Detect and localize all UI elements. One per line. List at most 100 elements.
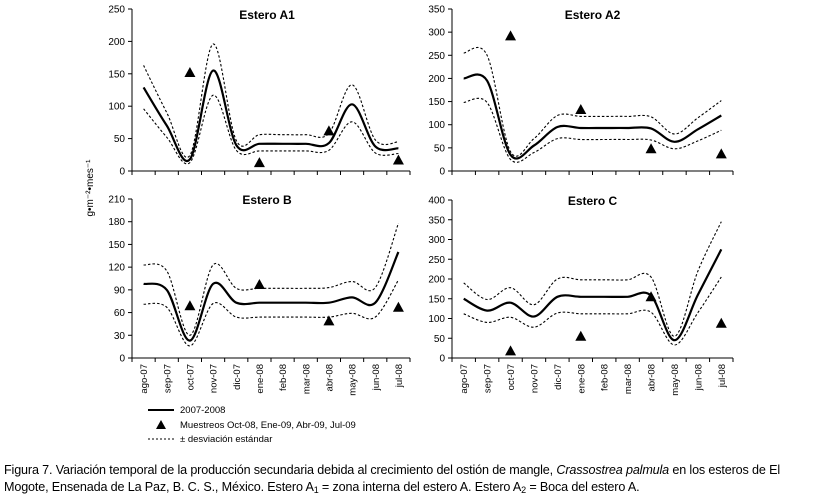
series-line-upper-sd: [463, 221, 722, 337]
x-tick-label: feb-08: [278, 364, 289, 391]
sample-marker: [715, 317, 727, 328]
sample-marker: [645, 291, 657, 302]
sample-marker: [184, 67, 196, 78]
sample-marker: [575, 103, 587, 114]
caption-lead: Figura 7. Variación temporal de la produ…: [4, 463, 557, 477]
x-tick-label: abr-08: [324, 364, 335, 391]
legend-dash-label: ± desviación estándar: [180, 434, 272, 445]
y-tick-label: 210: [108, 195, 125, 206]
x-tick-label: ago-07: [139, 364, 150, 394]
series-line-upper-sd: [143, 43, 399, 159]
y-tick-label: 250: [428, 255, 445, 266]
series-line-lower-sd: [463, 97, 722, 163]
y-axis-label: g•m⁻²•mes⁻¹: [85, 159, 96, 217]
y-tick-label: 0: [439, 167, 445, 178]
caption-end: = Boca del estero A.: [526, 480, 640, 494]
caption-rest: en los esteros de El Mogote, Ensenada de…: [4, 463, 780, 494]
x-tick-label: jun-08: [693, 364, 704, 391]
sample-marker: [323, 315, 335, 326]
x-tick-label: feb-08: [600, 364, 611, 391]
x-tick-label: ene-08: [576, 364, 587, 394]
y-tick-label: 90: [114, 285, 126, 296]
series-line-mean: [142, 69, 399, 163]
sample-marker: [505, 30, 517, 41]
legend: 2007-2008 Muestreos Oct-08, Ene-09, Abr-…: [148, 405, 356, 445]
sample-marker: [575, 330, 587, 341]
x-tick-label: ago-07: [459, 364, 470, 394]
x-tick-label: dic-07: [553, 364, 564, 390]
x-tick-label: oct-07: [506, 364, 517, 390]
legend-line-label: 2007-2008: [180, 405, 225, 416]
y-tick-label: 200: [428, 275, 445, 286]
y-tick-label: 250: [428, 51, 445, 62]
chart-title: Estero B: [242, 193, 292, 207]
y-tick-label: 300: [428, 235, 445, 246]
series-line-lower-sd: [143, 94, 399, 165]
caption-sub1: 1: [313, 485, 319, 495]
series-line-mean: [463, 73, 722, 160]
series-line-lower-sd: [143, 279, 399, 347]
y-tick-label: 60: [114, 308, 126, 319]
y-tick-label: 200: [428, 74, 445, 85]
sample-marker: [253, 157, 265, 168]
y-tick-label: 50: [434, 334, 446, 345]
series-line-mean: [143, 251, 400, 342]
x-tick-label: nov-07: [209, 364, 220, 393]
caption-species: Crassostrea palmula: [556, 463, 670, 477]
series-line-lower-sd: [463, 276, 722, 346]
y-tick-label: 200: [108, 37, 125, 48]
y-tick-label: 180: [108, 217, 125, 228]
x-tick-label: ene-08: [255, 364, 266, 394]
chart-panel-1: 0 50 100 150 200 250 Estero A1: [108, 5, 411, 178]
x-tick-label: may-08: [348, 364, 359, 396]
legend-marker-swatch: [156, 420, 166, 429]
chart-title: Estero C: [568, 194, 618, 208]
sample-marker: [505, 345, 517, 356]
y-tick-label: 0: [119, 167, 125, 178]
y-tick-label: 350: [428, 5, 445, 16]
y-tick-label: 120: [108, 263, 125, 274]
y-tick-label: 30: [114, 331, 126, 342]
sample-marker: [392, 301, 404, 312]
series-line-upper-sd: [143, 223, 399, 336]
sample-marker: [323, 125, 335, 136]
sample-marker: [392, 154, 404, 165]
chart-panel-4: 0 50 100 150 200 250 300 350 400 ago-07 sep-07 oct-…: [428, 194, 734, 396]
y-tick-label: 50: [434, 143, 446, 154]
y-tick-label: 100: [428, 120, 445, 131]
x-tick-label: oct-07: [185, 364, 196, 390]
figure-caption: Figura 7. Variación temporal de la produ…: [4, 462, 814, 496]
x-tick-label: jul-08: [717, 364, 728, 388]
y-tick-label: 250: [108, 5, 125, 16]
chart-title: Estero A2: [565, 8, 621, 22]
x-tick-label: sep-07: [483, 364, 494, 393]
chart-panel-3: 0 30 60 90 120 150 180 210 ago-07 sep-07 oct-07 nov…: [108, 193, 411, 396]
legend-marker-label: Muestreos Oct-08, Ene-09, Abr-09, Jul-09: [180, 420, 356, 431]
series-line-mean: [463, 248, 723, 342]
x-tick-label: mar-08: [623, 364, 634, 394]
caption-sub2: 2: [521, 485, 527, 495]
x-tick-label: dic-07: [232, 364, 243, 390]
y-tick-label: 100: [108, 102, 125, 113]
sample-marker: [184, 300, 196, 311]
y-tick-label: 0: [119, 354, 125, 365]
x-tick-label: jul-08: [394, 364, 405, 388]
x-tick-label: abr-08: [647, 364, 658, 391]
y-tick-label: 150: [108, 240, 125, 251]
x-tick-label: mar-08: [301, 364, 312, 394]
x-tick-label: jun-08: [371, 364, 382, 391]
y-tick-label: 100: [428, 314, 445, 325]
y-tick-label: 150: [428, 294, 445, 305]
x-tick-label: may-08: [670, 364, 681, 396]
y-tick-label: 300: [428, 28, 445, 39]
series-line-upper-sd: [463, 46, 722, 157]
y-tick-label: 50: [114, 134, 126, 145]
y-tick-label: 400: [428, 196, 445, 207]
chart-panel-2: 0 50 100 150 200 250 300 350 Estero A2: [428, 5, 734, 178]
caption-mid: = zona interna del estero A. Estero A: [318, 480, 522, 494]
y-tick-label: 350: [428, 215, 445, 226]
y-tick-label: 150: [108, 69, 125, 80]
sample-marker: [253, 279, 265, 290]
chart-title: Estero A1: [239, 8, 295, 22]
